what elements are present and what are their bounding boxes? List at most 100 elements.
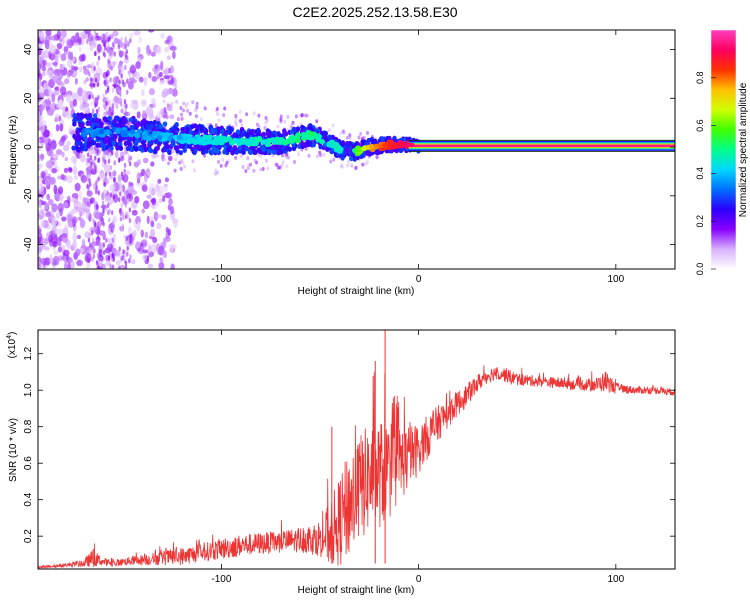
spectrogram-cell	[210, 127, 215, 133]
spectrogram-cell	[120, 37, 123, 43]
spectrogram-cell	[212, 137, 219, 144]
spectrogram-cell	[111, 210, 114, 216]
spectrogram-cell	[38, 56, 43, 65]
spectrogram-cell	[349, 155, 354, 162]
spectrogram-cell	[156, 135, 163, 141]
spectrogram-cell	[87, 136, 92, 143]
spectrogram-cell	[162, 99, 166, 104]
spectrogram-cell	[129, 124, 135, 131]
spectrogram-cell	[51, 168, 58, 174]
snr-scale-label: (x104)	[6, 332, 18, 359]
spectrogram-cell	[164, 177, 170, 183]
spectrogram-cell	[239, 118, 243, 123]
spectrogram-cell	[239, 153, 243, 158]
spectrogram-cell	[300, 124, 305, 130]
spectrogram-cell	[119, 61, 122, 67]
spectrogram-cell	[108, 171, 112, 177]
spectrogram-cell	[167, 204, 171, 211]
spectrogram-cell	[124, 65, 127, 71]
spectrogram-cell	[214, 171, 218, 176]
spectrogram-cell	[118, 265, 121, 269]
spectrogram-cell	[86, 143, 91, 149]
spectrogram-cell	[59, 64, 65, 71]
spectrogram-cell	[158, 123, 163, 130]
spectrogram-cell	[150, 51, 156, 57]
spectrogram-cell	[57, 255, 64, 262]
spectrogram-cell	[72, 232, 78, 242]
spectrogram-cell	[150, 229, 155, 238]
spectrogram-cell	[119, 129, 126, 135]
spectrogram-cell	[89, 232, 92, 238]
spectrogram-cell	[92, 113, 98, 119]
spectrogram-cell	[107, 115, 112, 121]
spectrogram-cell	[213, 147, 218, 153]
snr-panel: -100 0 100 0.2 0.4 0.6 0.8 1.0 1.2 Height of st…	[6, 329, 676, 596]
spectrogram-cell	[161, 214, 167, 220]
spectrogram-cell	[89, 44, 94, 51]
spectrogram-cell	[329, 159, 333, 164]
spectrogram-cell	[200, 146, 205, 152]
spectrogram-cell	[266, 166, 270, 171]
spectrogram-cell	[271, 149, 277, 155]
spectrogram-cell	[158, 198, 163, 203]
spectrogram-cell	[96, 204, 99, 210]
spectrogram-cell	[71, 208, 77, 214]
spectrogram-cell	[38, 261, 41, 269]
spectrogram-cell	[131, 79, 137, 84]
spectrogram-cell	[60, 86, 67, 96]
spectrogram-cell	[309, 131, 316, 137]
spectrogram-cell	[111, 220, 115, 226]
spectrogram-cell	[54, 113, 60, 122]
svg-text:(x104): (x104)	[6, 332, 18, 359]
spectrogram-cell	[60, 53, 67, 62]
spectrogram-cell	[230, 150, 235, 156]
spectrogram-cell	[315, 137, 322, 143]
spectrogram-cell	[113, 51, 116, 57]
spectrogram-cell	[46, 193, 51, 201]
spectrogram-cell	[70, 64, 75, 75]
spectrogram-cell	[102, 157, 105, 163]
spectrogram-x-tick-label: 0	[416, 274, 422, 285]
spectrogram-cell	[88, 94, 91, 100]
spectrogram-cell	[52, 255, 60, 266]
spectrogram-cell	[232, 145, 238, 151]
spectrogram-cell	[145, 106, 151, 115]
spectrogram-cell	[111, 252, 114, 258]
spectrogram-cell	[57, 71, 64, 80]
spectrogram-cell	[163, 74, 170, 80]
spectrogram-cell	[129, 254, 132, 260]
spectrogram-cell	[117, 44, 121, 50]
spectrogram-cell	[304, 113, 308, 118]
spectrogram-cell	[244, 169, 248, 174]
spectrogram-cell	[109, 246, 112, 252]
spectrogram-cell	[206, 122, 210, 127]
spectrogram-cell	[241, 138, 248, 145]
spectrogram-cell	[49, 147, 54, 158]
spectrogram-cell	[41, 71, 46, 77]
spectrogram-cell	[174, 122, 179, 128]
snr-series-line	[38, 365, 675, 569]
spectrogram-cell	[120, 255, 124, 261]
spectrogram-cell	[148, 251, 155, 258]
spectrogram-cell	[162, 121, 168, 127]
spectrogram-y-tick-label: 20	[23, 92, 34, 104]
spectrogram-cell	[217, 118, 221, 123]
spectrogram-cell	[96, 33, 99, 39]
spectrogram-cell	[103, 111, 106, 117]
spectrogram-cell	[162, 250, 167, 259]
spectrogram-cell	[259, 144, 264, 150]
spectrogram-cell	[137, 145, 143, 151]
spectrogram-cell	[102, 37, 105, 43]
spectrogram-cell	[130, 99, 138, 105]
spectrogram-cell	[199, 125, 205, 131]
spectrogram-cell	[340, 141, 345, 147]
spectrogram-cell	[128, 226, 132, 236]
spectrogram-cell	[118, 246, 121, 252]
spectrogram-cell	[63, 201, 69, 209]
spectrogram-cell	[44, 39, 50, 49]
spectrogram-cell	[124, 260, 128, 266]
spectrogram-cell	[90, 230, 94, 236]
spectrogram-cell	[107, 255, 111, 261]
spectrogram-cell	[144, 231, 149, 239]
spectrogram-cell	[145, 123, 150, 129]
